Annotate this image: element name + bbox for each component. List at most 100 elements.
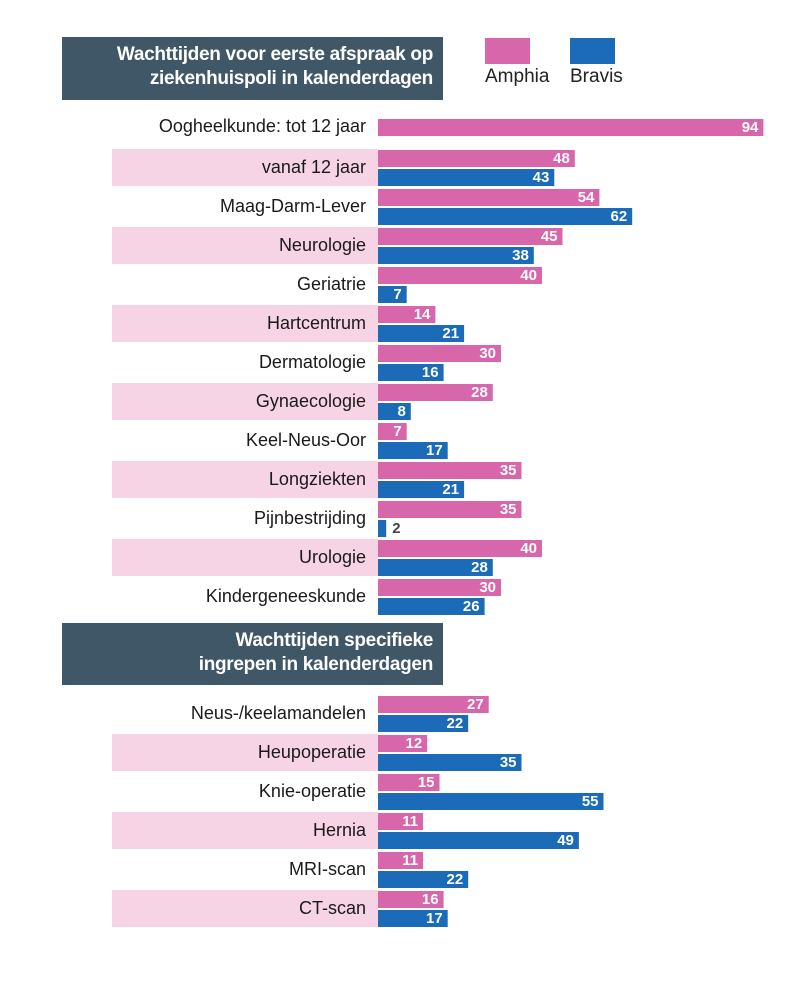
s1-r5-band — [112, 890, 378, 927]
s1-r4-bravis-bar — [378, 871, 469, 888]
s1-r1-amphia-value: 12 — [406, 735, 423, 752]
s0-r9-amphia-value: 35 — [500, 462, 517, 479]
s0-r3-label: Neurologie — [279, 235, 366, 255]
s0-r12-amphia-bar — [378, 579, 501, 596]
s0-r7-amphia-value: 28 — [471, 384, 488, 401]
legend-amphia-label: Amphia — [485, 66, 550, 87]
s0-r1-bravis-value: 43 — [533, 169, 550, 186]
s0-r8-label: Keel-Neus-Oor — [246, 430, 366, 450]
s0-r6-bravis-bar — [378, 364, 444, 381]
s0-r12-label: Kindergeneeskunde — [206, 586, 366, 606]
s0-r12-bravis-bar — [378, 598, 485, 615]
s0-r4-bravis-value: 7 — [393, 286, 401, 303]
legend-amphia: Amphia — [485, 38, 549, 88]
s1-r3-bravis-value: 49 — [557, 832, 574, 849]
s0-r1-amphia-bar — [378, 150, 575, 167]
s0-r3-band — [112, 227, 378, 264]
s1-r3-bravis-bar — [378, 832, 579, 849]
s0-r2-label: Maag-Darm-Lever — [220, 196, 366, 216]
legend-bravis-label: Bravis — [570, 66, 623, 87]
s0-r3-bravis-value: 38 — [512, 247, 529, 264]
s0-r8-amphia-bar — [378, 423, 407, 440]
s0-r10-amphia-value: 35 — [500, 501, 517, 518]
s0-r4-amphia-value: 40 — [520, 267, 537, 284]
s0-r6-amphia-bar — [378, 345, 501, 362]
legend-bravis-swatch — [570, 38, 615, 64]
s1-r1-label: Heupoperatie — [258, 742, 366, 762]
section-title-ingrepen-line-2: ingrepen in kalenderdagen — [198, 654, 434, 675]
s1-r4-amphia-bar — [378, 852, 424, 869]
s0-r3-amphia-bar — [378, 228, 563, 245]
s0-r9-bravis-value: 21 — [442, 481, 459, 498]
s1-r4-label: MRI-scan — [289, 859, 366, 879]
s0-r5-amphia-value: 14 — [414, 306, 431, 323]
s0-r0-amphia-value: 94 — [742, 119, 759, 136]
s0-r10-bravis-value: 2 — [392, 520, 400, 537]
s0-r11-band — [112, 539, 378, 576]
section-title-ingrepen: Wachttijden specifieke ingrepen in kalen… — [62, 623, 443, 685]
s0-r1-band — [112, 149, 378, 186]
legend-bravis: Bravis — [570, 38, 623, 88]
s1-r5-amphia-bar — [378, 891, 444, 908]
s1-r2-amphia-bar — [378, 774, 440, 791]
s0-r8-amphia-value: 7 — [393, 423, 401, 440]
s1-r5-amphia-value: 16 — [422, 891, 439, 908]
s0-r5-bravis-value: 21 — [442, 325, 459, 342]
s1-r5-bravis-value: 17 — [426, 910, 443, 927]
section-title-poli: Wachttijden voor eerste afspraak op ziek… — [62, 37, 443, 100]
s0-r1-label: vanaf 12 jaar — [262, 157, 366, 177]
s1-r1-bravis-bar — [378, 754, 522, 771]
s0-r2-bravis-bar — [378, 208, 633, 225]
s1-r0-bravis-bar — [378, 715, 469, 732]
s1-r5-label: CT-scan — [299, 898, 366, 918]
section-title-poli-line-1: Wachttijden voor eerste afspraak op — [116, 44, 433, 65]
s0-r0-label: Oogheelkunde: tot 12 jaar — [159, 116, 366, 136]
s1-r5-bravis-bar — [378, 910, 448, 927]
s0-r1-bravis-bar — [378, 169, 555, 186]
s0-r7-bravis-value: 8 — [397, 403, 405, 420]
s0-r5-band — [112, 305, 378, 342]
s0-r3-amphia-value: 45 — [541, 228, 558, 245]
s0-r11-bravis-bar — [378, 559, 493, 576]
s0-r9-amphia-bar — [378, 462, 522, 479]
s1-r3-label: Hernia — [313, 820, 367, 840]
s0-r3-bravis-bar — [378, 247, 534, 264]
s0-r4-amphia-bar — [378, 267, 542, 284]
section-title-poli-line-2: ziekenhuispoli in kalenderdagen — [149, 68, 433, 89]
section-title-ingrepen-line-1: Wachttijden specifieke — [235, 630, 433, 651]
s1-r2-label: Knie-operatie — [259, 781, 366, 801]
s0-r11-bravis-value: 28 — [471, 559, 488, 576]
s1-r2-bravis-value: 55 — [582, 793, 599, 810]
s0-r11-amphia-bar — [378, 540, 542, 557]
s0-r5-label: Hartcentrum — [267, 313, 366, 333]
s0-r6-amphia-value: 30 — [479, 345, 496, 362]
s1-r3-band — [112, 812, 378, 849]
s0-r1-amphia-value: 48 — [553, 150, 570, 167]
s1-r3-amphia-bar — [378, 813, 424, 830]
s1-r0-bravis-value: 22 — [447, 715, 464, 732]
s1-r2-amphia-value: 15 — [418, 774, 435, 791]
s0-r12-amphia-value: 30 — [479, 579, 496, 596]
s0-r10-amphia-bar — [378, 501, 522, 518]
s0-r7-amphia-bar — [378, 384, 493, 401]
s0-r4-label: Geriatrie — [297, 274, 366, 294]
s1-r4-amphia-value: 11 — [402, 852, 418, 869]
s0-r8-bravis-bar — [378, 442, 448, 459]
s0-r2-amphia-value: 54 — [578, 189, 595, 206]
s0-r4-bravis-bar — [378, 286, 407, 303]
s1-r4-bravis-value: 22 — [447, 871, 464, 888]
s0-r12-bravis-value: 26 — [463, 598, 480, 615]
s1-r1-bravis-value: 35 — [500, 754, 517, 771]
s0-r5-amphia-bar — [378, 306, 436, 323]
s1-r0-amphia-bar — [378, 696, 489, 713]
legend-amphia-swatch — [485, 38, 530, 64]
s0-r2-amphia-bar — [378, 189, 600, 206]
s0-r2-bravis-value: 62 — [611, 208, 628, 225]
s0-r10-bravis-bar — [378, 520, 387, 537]
s0-r7-bravis-bar — [378, 403, 411, 420]
s1-r1-band — [112, 734, 378, 771]
s1-r0-amphia-value: 27 — [467, 696, 484, 713]
s0-r11-label: Urologie — [299, 547, 366, 567]
s0-r8-bravis-value: 17 — [426, 442, 443, 459]
